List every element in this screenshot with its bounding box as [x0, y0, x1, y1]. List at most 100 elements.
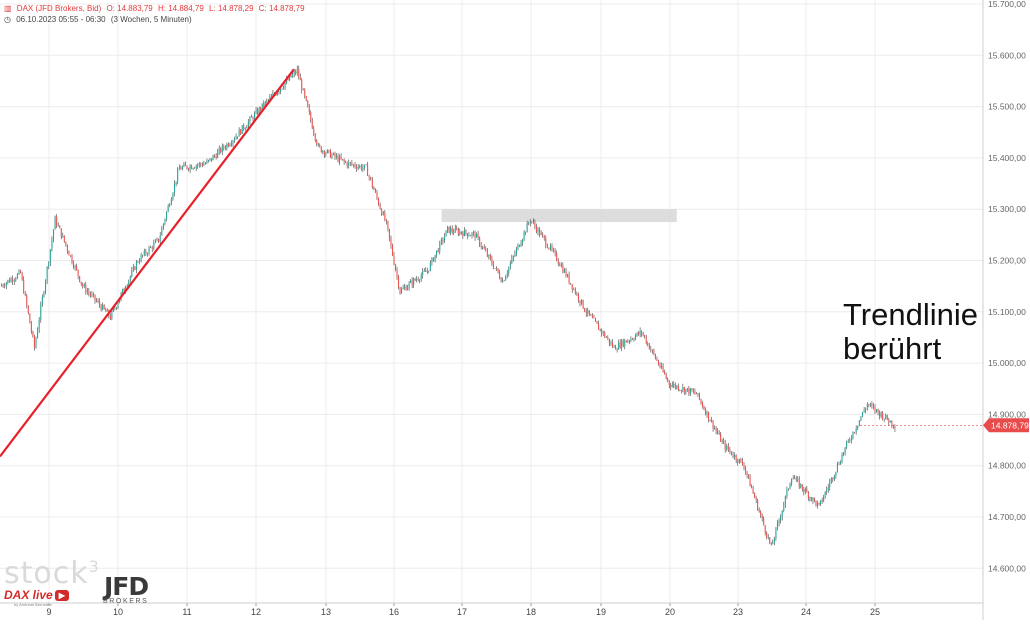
candle-body [426, 271, 428, 272]
candle-body [200, 163, 202, 165]
candle-body [531, 221, 533, 223]
candle-body [488, 255, 490, 257]
candle-body [326, 150, 328, 153]
candle-body [836, 464, 838, 472]
candle-body [823, 497, 825, 502]
candle-body [509, 263, 511, 268]
y-tick-label: 15.100,00 [988, 307, 1026, 317]
candle-body [704, 409, 707, 415]
candle-body [209, 158, 211, 160]
candle-body [299, 76, 301, 81]
candle-body [729, 449, 731, 452]
candle-body [145, 250, 147, 254]
candle-body [751, 486, 753, 489]
candle-body [232, 140, 234, 144]
candle-body [631, 338, 633, 340]
candle-body [677, 385, 679, 390]
candle-body [482, 246, 484, 248]
candle-body [554, 250, 556, 253]
candle-body [115, 307, 118, 309]
candle-body [588, 310, 590, 315]
candle-body [486, 250, 488, 257]
candle-body [156, 238, 158, 241]
candle-body [630, 338, 632, 341]
candle-body [553, 249, 555, 251]
candle-body [570, 282, 572, 285]
candle-body [48, 262, 50, 268]
candle-body [548, 247, 550, 249]
candle-body [135, 262, 137, 270]
candle-body [778, 520, 780, 524]
candle-body [177, 170, 179, 182]
candle-body [846, 441, 848, 448]
candle-body [857, 425, 859, 429]
candle-body [532, 221, 534, 223]
candle-body [712, 420, 714, 429]
candle-body [154, 240, 156, 243]
candle-body [131, 270, 133, 277]
candle-body [8, 280, 11, 283]
candle-body [106, 310, 108, 312]
x-tick-label: 19 [596, 607, 606, 617]
x-tick-label: 11 [182, 607, 191, 617]
candle-body [605, 337, 607, 338]
candle-body [727, 445, 729, 450]
symbol-label: DAX (JFD Brokers, Bid) [16, 4, 102, 13]
candle-body [673, 383, 675, 386]
candle-body [140, 255, 142, 262]
candle-body [388, 229, 391, 239]
candle-body [27, 305, 29, 314]
candle-body [598, 323, 600, 330]
candle-body [450, 228, 452, 233]
y-tick-label: 14.700,00 [988, 512, 1026, 522]
candle-body [2, 285, 4, 287]
candle-body [161, 228, 163, 236]
candle-body [410, 280, 412, 283]
candle-body [314, 133, 316, 141]
candle-body [235, 136, 237, 140]
candle-body [24, 292, 26, 296]
candle-body [186, 165, 188, 169]
candle-body [528, 223, 530, 224]
candle-body [397, 276, 400, 288]
candle-body [92, 294, 95, 295]
candle-body [460, 231, 462, 234]
candle-body [35, 338, 37, 348]
candle-body [320, 146, 322, 153]
candle-body [343, 159, 345, 162]
candle-body [49, 249, 51, 263]
open-value: O: 14.883,79 [106, 4, 153, 13]
candle-body [129, 276, 131, 281]
candle-body [76, 265, 78, 270]
candle-body [181, 166, 183, 170]
candle-body [46, 267, 48, 281]
candle-body [775, 527, 777, 539]
candle-body [574, 288, 576, 294]
y-tick-label: 15.000,00 [988, 358, 1026, 368]
candle-body [618, 342, 620, 350]
x-tick-label: 12 [251, 607, 261, 617]
candle-body [667, 378, 669, 381]
candle-body [284, 83, 286, 88]
candle-body [443, 236, 446, 241]
candle-body [428, 270, 430, 272]
candle-body [512, 256, 514, 259]
candle-body [293, 71, 295, 75]
candle-body [624, 340, 626, 347]
candle-body [746, 471, 748, 475]
candle-body [491, 258, 493, 265]
candle-body [641, 330, 643, 334]
candle-body [302, 89, 304, 91]
candle-body [685, 389, 687, 393]
candle-body [214, 155, 216, 157]
candle-body [627, 340, 629, 343]
candle-body [679, 389, 681, 391]
candle-body [381, 208, 383, 215]
candle-body [694, 391, 696, 394]
candle-body [371, 179, 373, 188]
candle-body [689, 388, 691, 394]
candle-body [871, 404, 873, 406]
candle-body [226, 143, 228, 149]
candle-body [766, 532, 768, 538]
